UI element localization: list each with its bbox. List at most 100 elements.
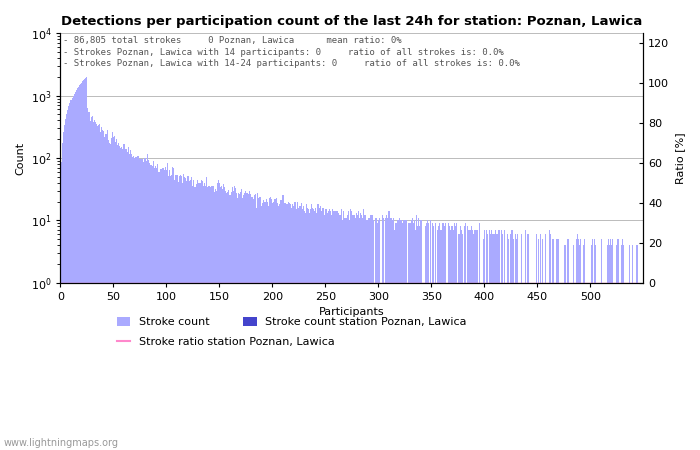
Bar — [612, 239, 613, 450]
Bar — [98, 125, 99, 450]
Bar — [270, 197, 271, 450]
Bar — [467, 226, 468, 450]
Bar — [238, 194, 239, 450]
Bar — [271, 199, 272, 450]
Bar — [396, 223, 397, 450]
Bar — [82, 81, 83, 450]
Bar — [102, 130, 104, 450]
Bar — [451, 226, 452, 450]
Bar — [479, 223, 480, 450]
Bar — [170, 176, 172, 450]
Bar — [510, 234, 512, 450]
Bar — [69, 103, 71, 450]
Bar — [385, 218, 386, 450]
Bar — [383, 218, 384, 450]
Bar — [257, 194, 258, 450]
Bar — [73, 96, 74, 450]
Bar — [622, 239, 623, 450]
Bar — [395, 223, 396, 450]
Bar — [262, 203, 263, 450]
Bar — [217, 184, 218, 450]
Bar — [176, 175, 178, 450]
Bar — [629, 245, 630, 450]
Bar — [253, 199, 254, 450]
Bar — [106, 130, 108, 450]
Bar — [85, 78, 86, 450]
Bar — [255, 194, 256, 450]
Bar — [97, 126, 98, 450]
Bar — [108, 144, 110, 450]
Bar — [416, 216, 417, 450]
Bar — [136, 158, 137, 450]
Bar — [502, 234, 503, 450]
Bar — [237, 198, 238, 450]
Bar — [411, 220, 412, 450]
Bar — [329, 209, 330, 450]
Bar — [525, 230, 526, 450]
Bar — [154, 168, 155, 450]
Bar — [489, 230, 490, 450]
Bar — [240, 193, 241, 450]
Bar — [259, 197, 260, 450]
Bar — [401, 220, 402, 450]
Bar — [390, 218, 391, 450]
Bar — [230, 193, 232, 450]
Bar — [337, 213, 339, 450]
Bar — [272, 203, 273, 450]
Bar — [286, 204, 287, 450]
Bar — [492, 234, 493, 450]
Bar — [267, 206, 269, 450]
Bar — [220, 187, 221, 450]
Bar — [617, 239, 619, 450]
Bar — [361, 216, 362, 450]
Bar — [444, 223, 446, 450]
Bar — [343, 211, 344, 450]
Bar — [219, 184, 220, 450]
Bar — [166, 170, 167, 450]
Bar — [291, 207, 292, 450]
Bar — [203, 186, 204, 450]
Bar — [433, 226, 434, 450]
Bar — [223, 184, 224, 450]
Bar — [459, 226, 461, 450]
Bar — [312, 207, 313, 450]
Bar — [147, 154, 148, 450]
Bar — [333, 211, 335, 450]
Bar — [149, 163, 150, 450]
Bar — [131, 154, 132, 450]
Bar — [258, 198, 259, 450]
Bar — [125, 148, 127, 450]
Bar — [356, 213, 357, 450]
Bar — [263, 200, 265, 450]
Bar — [607, 245, 608, 450]
Bar — [123, 144, 125, 450]
Bar — [379, 218, 380, 450]
Bar — [475, 230, 477, 450]
Bar — [413, 223, 414, 450]
Bar — [114, 136, 115, 450]
Bar — [322, 207, 323, 450]
Bar — [452, 226, 453, 450]
Bar — [294, 202, 295, 450]
Bar — [284, 203, 285, 450]
Bar — [347, 216, 348, 450]
Bar — [260, 197, 261, 450]
Bar — [310, 209, 311, 450]
Bar — [455, 226, 456, 450]
Bar — [504, 230, 505, 450]
Bar — [358, 211, 359, 450]
Bar — [232, 191, 234, 450]
Bar — [326, 209, 327, 450]
Bar — [113, 137, 114, 450]
Bar — [100, 132, 102, 450]
Bar — [494, 230, 496, 450]
Bar — [496, 234, 498, 450]
Bar — [355, 218, 356, 450]
Bar — [77, 88, 78, 450]
Bar — [279, 204, 281, 450]
Bar — [335, 211, 337, 450]
Bar — [486, 230, 487, 450]
Bar — [187, 176, 188, 450]
Bar — [415, 230, 416, 450]
Bar — [88, 112, 90, 450]
